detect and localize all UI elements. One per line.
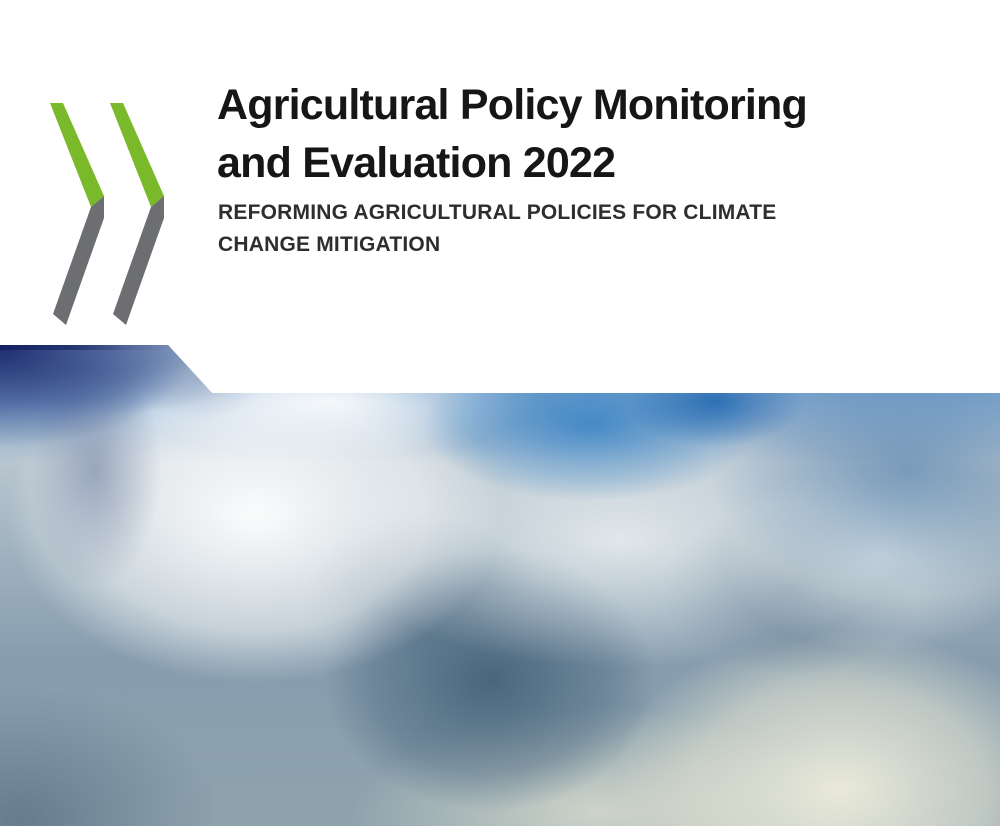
report-title-line-1: Agricultural Policy Monitoring: [217, 81, 808, 129]
chevron-2-gray: [113, 196, 164, 325]
oecd-chevrons-icon: [50, 103, 164, 325]
report-subtitle-line-2: CHANGE MITIGATION: [218, 233, 441, 256]
report-title-line-2: and Evaluation 2022: [217, 139, 616, 187]
chevron-1-green: [50, 103, 104, 207]
chevron-1-gray: [53, 196, 104, 325]
oecd-logo: [40, 95, 180, 335]
report-subtitle: REFORMING AGRICULTURAL POLICIES FOR CLIM…: [218, 197, 776, 261]
cover-accent-edge: [0, 345, 172, 350]
chevron-2-green: [110, 103, 164, 207]
report-title: Agricultural Policy Monitoring and Evalu…: [217, 76, 808, 192]
report-subtitle-line-1: REFORMING AGRICULTURAL POLICIES FOR CLIM…: [218, 201, 777, 224]
